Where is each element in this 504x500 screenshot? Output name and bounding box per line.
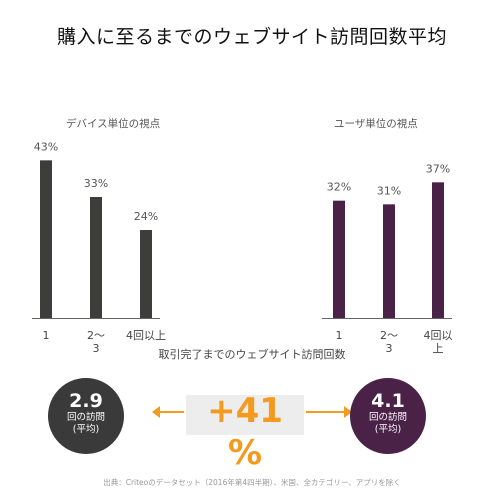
arrow-right-line <box>306 411 346 413</box>
source-note: 出典：Criteoのデータセット（2016年第4四半期）、米国、全カテゴリー、ア… <box>103 478 401 487</box>
bar <box>432 182 444 318</box>
arrow-left-line <box>158 411 184 413</box>
x-tick-label: 2～ 3 <box>87 329 105 355</box>
page-title: 購入に至るまでのウェブサイト訪問回数平均 <box>56 26 447 48</box>
x-tick-label: 4回以上 <box>126 329 166 342</box>
left-average-value: 2.9 <box>69 390 103 412</box>
data-label: 24% <box>134 210 158 223</box>
x-tick-label: 4回以上 <box>423 329 453 355</box>
delta-value: +41 <box>207 391 283 431</box>
left-chart-subtitle: デバイス単位の視点 <box>66 118 161 130</box>
bar <box>333 200 345 318</box>
bar <box>140 230 152 318</box>
delta-background <box>186 395 304 435</box>
bar <box>383 204 395 318</box>
bar <box>90 197 102 318</box>
right-average-circle: 4.1 回の訪問 (平均) <box>350 378 426 454</box>
delta-unit: % <box>227 433 263 473</box>
left-average-circle: 2.9 回の訪問 (平均) <box>48 378 124 454</box>
x-tick-label: 1 <box>42 329 50 342</box>
data-label: 31% <box>377 184 401 197</box>
left-average-label: 回の訪問 (平均) <box>66 412 105 435</box>
data-label: 43% <box>34 140 58 153</box>
data-label: 37% <box>426 162 450 175</box>
arrow-left-icon <box>152 406 160 418</box>
bar <box>40 160 52 318</box>
x-axis-title: 取引完了までのウェブサイト訪問回数 <box>158 348 346 361</box>
arrow-right-icon <box>344 406 352 418</box>
right-chart-subtitle: ユーザ単位の視点 <box>334 118 418 130</box>
data-label: 32% <box>327 181 351 194</box>
x-tick-label: 1 <box>335 329 343 342</box>
right-average-value: 4.1 <box>371 390 405 412</box>
x-tick-label: 2～ 3 <box>380 329 398 355</box>
data-label: 33% <box>84 177 108 190</box>
right-average-label: 回の訪問 (平均) <box>368 412 407 435</box>
